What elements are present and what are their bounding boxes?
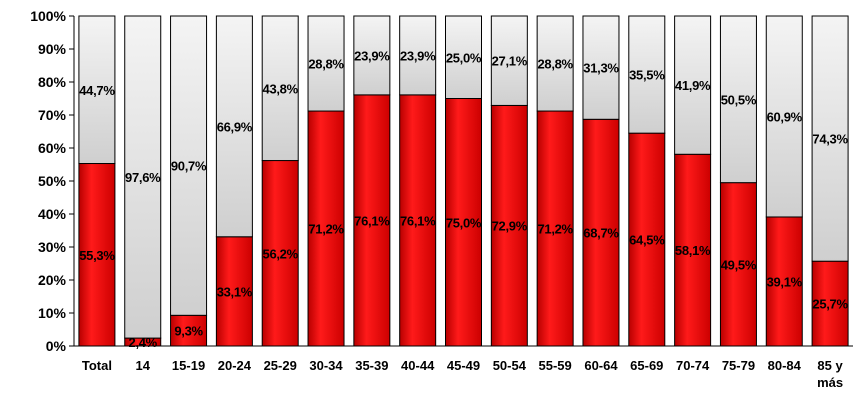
data-label-red: 49,5% (721, 257, 757, 272)
data-label-gray: 60,9% (767, 109, 803, 124)
data-label-red: 33,1% (217, 284, 253, 299)
bar-segment-gray (811, 15, 849, 262)
bar-segment-red (353, 94, 391, 347)
data-label-gray: 31,3% (583, 61, 619, 76)
bar-segment-red (582, 118, 620, 347)
bar-segment-gray (628, 15, 666, 134)
y-tick-label: 80% (38, 74, 67, 90)
bar-segment-gray (124, 15, 162, 339)
bar-segment-gray (719, 15, 757, 184)
x-tick-label: 20-24 (218, 358, 252, 373)
data-label-gray: 74,3% (812, 132, 848, 147)
y-tick-label: 90% (38, 41, 67, 57)
y-axis: 0% 10% 20% 30% 40% 50% 60% 70% 80% 90% 100% (30, 8, 75, 354)
data-label-red: 9,3% (174, 324, 203, 339)
x-tick-label: 85 y más (817, 358, 843, 390)
bar-segment-red (215, 236, 253, 347)
bar-segment-red (78, 163, 116, 347)
data-label-red: 56,2% (263, 246, 299, 261)
x-tick-label: 35-39 (355, 358, 388, 373)
bar-segment-red (399, 94, 437, 347)
data-label-red: 71,2% (537, 222, 573, 237)
bar-segment-gray (765, 15, 803, 218)
x-tick-label: 45-49 (447, 358, 480, 373)
x-tick-label: 70-74 (676, 358, 710, 373)
data-label-red: 64,5% (629, 233, 665, 248)
data-label-red: 72,9% (492, 219, 528, 234)
x-tick-label: 25-29 (264, 358, 297, 373)
x-axis: Total 14 15-19 20-24 25-29 30-34 35-39 40-44 45-… (74, 345, 853, 390)
x-tick-label: 14 (136, 358, 151, 373)
data-label-gray: 44,7% (79, 83, 115, 98)
data-label-red: 39,1% (767, 274, 803, 289)
bar-segment-red (536, 110, 574, 347)
bar-segment-red (719, 182, 757, 347)
bar-segment-red (490, 104, 528, 347)
bar-segment-gray (353, 15, 391, 96)
bar-segment-red (811, 260, 849, 347)
data-label-gray: 28,8% (537, 57, 573, 72)
data-label-gray: 66,9% (217, 119, 253, 134)
x-tick-label: 50-54 (493, 358, 527, 373)
y-tick-label: 0% (46, 338, 67, 354)
data-label-gray: 25,0% (446, 50, 482, 65)
data-label-gray: 43,8% (263, 81, 299, 96)
data-label-gray: 27,1% (492, 54, 528, 69)
bar-segment-gray (261, 15, 299, 162)
x-tick-label: 55-59 (539, 358, 572, 373)
bar-segment-gray (674, 15, 712, 155)
x-tick-label: 65-69 (630, 358, 663, 373)
bar-segment-gray (170, 15, 208, 316)
x-tick-label: 40-44 (401, 358, 435, 373)
data-label-red: 2,4% (129, 335, 158, 350)
data-label-red: 58,1% (675, 243, 711, 258)
y-tick-label: 10% (38, 305, 67, 321)
y-tick-label: 60% (38, 140, 67, 156)
x-tick-label: 60-64 (584, 358, 618, 373)
x-tick-label: 30-34 (309, 358, 343, 373)
data-label-gray: 28,8% (308, 57, 344, 72)
bar-segment-gray (307, 15, 345, 112)
data-label-red: 55,3% (79, 248, 115, 263)
data-label-red: 25,7% (812, 297, 848, 312)
data-label-gray: 50,5% (721, 92, 757, 107)
x-tick-label: Total (82, 358, 112, 373)
bar-segment-gray (215, 15, 253, 238)
x-tick-label: 75-79 (722, 358, 755, 373)
y-tick-label: 30% (38, 239, 67, 255)
bar-segment-gray (536, 15, 574, 112)
y-tick-label: 20% (38, 272, 67, 288)
y-tick-label: 100% (30, 8, 66, 24)
x-tick-label: 80-84 (768, 358, 802, 373)
bar-segment-red (445, 98, 482, 347)
data-label-red: 76,1% (354, 213, 390, 228)
bar-segment-gray (399, 15, 437, 96)
x-tick-label: 15-19 (172, 358, 205, 373)
y-tick-label: 40% (38, 206, 67, 222)
y-tick-label: 70% (38, 107, 67, 123)
bar-segment-red (261, 160, 299, 347)
data-label-gray: 97,6% (125, 170, 161, 185)
data-label-gray: 23,9% (354, 48, 390, 63)
bar-segment-red (674, 153, 712, 347)
data-label-gray: 23,9% (400, 48, 436, 63)
bar-segment-gray (78, 15, 116, 165)
bar-segment-red (628, 132, 666, 347)
data-label-red: 76,1% (400, 213, 436, 228)
bar-segment-gray (445, 15, 482, 99)
data-label-red: 71,2% (308, 222, 344, 237)
data-label-gray: 41,9% (675, 78, 711, 93)
data-label-red: 68,7% (583, 226, 619, 241)
bar-segment-gray (490, 15, 528, 106)
data-label-red: 75,0% (446, 215, 482, 230)
bars (78, 15, 849, 347)
data-label-gray: 35,5% (629, 68, 665, 83)
y-tick-label: 50% (38, 173, 67, 189)
bar-segment-red (307, 110, 345, 347)
bar-segment-gray (582, 15, 620, 120)
data-label-gray: 90,7% (171, 159, 207, 174)
